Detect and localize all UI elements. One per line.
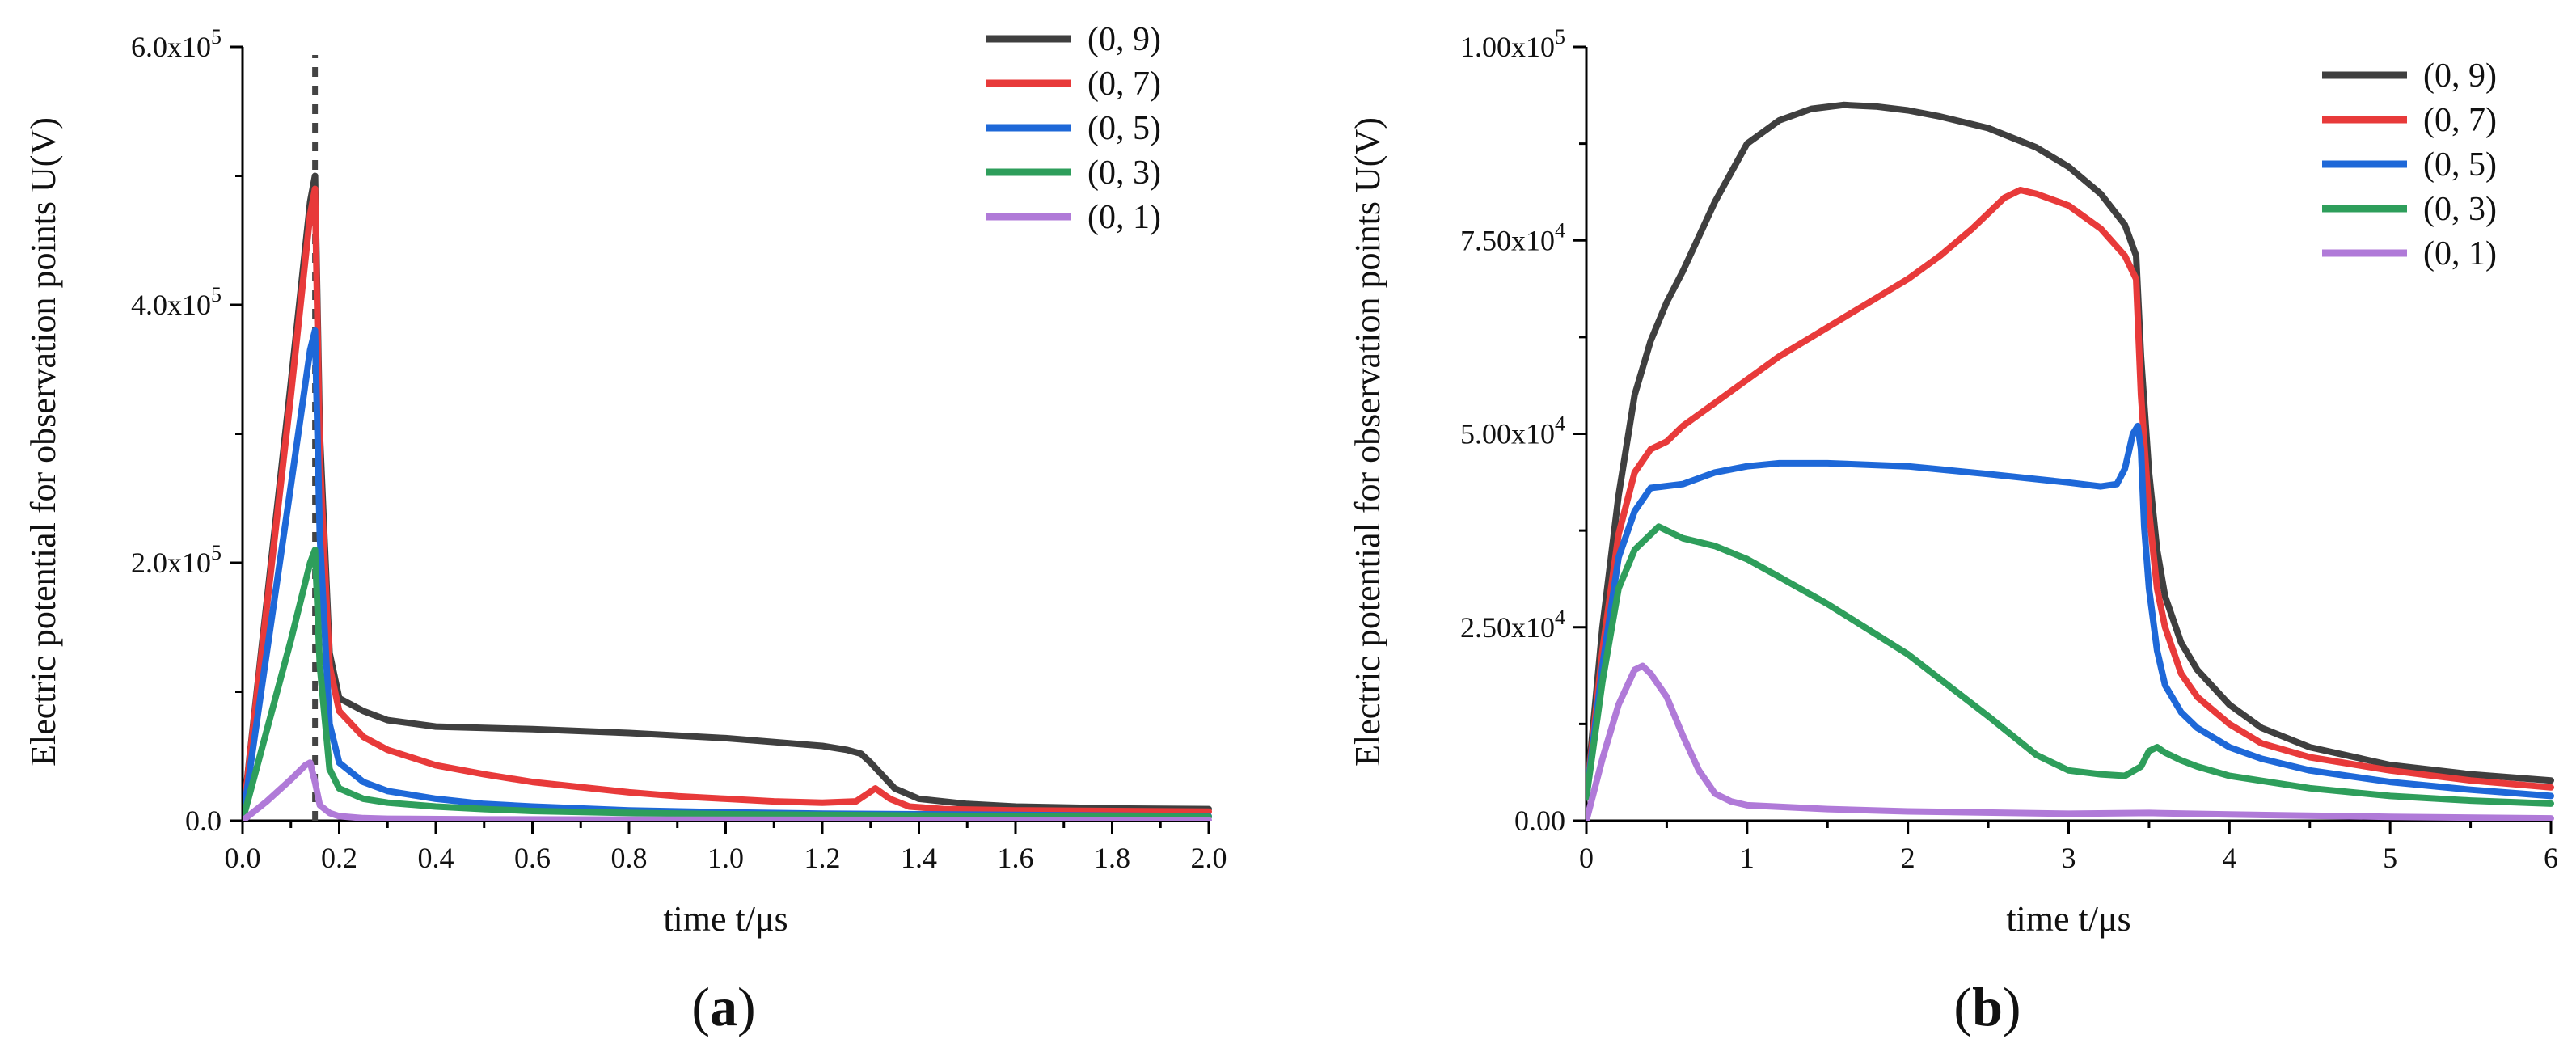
legend-label: (0, 3) — [1087, 154, 1161, 192]
x-tick-label: 6 — [2544, 842, 2558, 874]
panel-label: (a) — [691, 976, 755, 1037]
x-tick-label: 1 — [1740, 842, 1755, 874]
y-tick-label: 5.00x104 — [1460, 412, 1565, 450]
series-line — [243, 185, 1212, 821]
series-line — [243, 547, 1212, 821]
series-line — [1586, 422, 2554, 801]
x-tick-label: 0.0 — [225, 842, 261, 874]
x-tick-label: 0.2 — [321, 842, 357, 874]
panel-label: (b) — [1953, 976, 2021, 1037]
legend-label: (0, 3) — [2423, 191, 2497, 228]
series-group — [243, 172, 1212, 821]
chart-panel-a: 0.0 0.2 0.4 0.6 0.8 1.0 1.2 1.4 1.6 1.8 2.0 0.0 2.0x… — [23, 21, 1227, 1037]
y-tick-label: 6.0x105 — [131, 25, 222, 63]
y-tick-label: 7.50x104 — [1460, 218, 1565, 256]
x-tick-label: 0.4 — [418, 842, 454, 874]
x-tick-label: 5 — [2383, 842, 2397, 874]
x-tick-label: 2 — [1901, 842, 1915, 874]
series-line — [1586, 187, 2554, 801]
x-tick-label: 2.0 — [1191, 842, 1227, 874]
series-line — [243, 759, 1212, 821]
series-line — [1586, 523, 2554, 807]
x-axis-title: time t/μs — [663, 899, 788, 939]
y-tick-label: 0.0 — [185, 805, 222, 837]
y-tick-label: 0.00 — [1514, 805, 1565, 837]
legend-label: (0, 9) — [1087, 21, 1161, 58]
x-tick-label: 0 — [1579, 842, 1594, 874]
y-axis-title: Electric potential for observation point… — [23, 117, 63, 767]
legend: (0, 9) (0, 7) (0, 5) (0, 3) (0, 1) — [986, 21, 1161, 236]
x-tick-label: 1.6 — [998, 842, 1034, 874]
legend: (0, 9) (0, 7) (0, 5) (0, 3) (0, 1) — [2322, 57, 2497, 272]
y-tick-label: 2.0x105 — [131, 541, 222, 579]
x-tick-label: 1.0 — [707, 842, 744, 874]
x-tick-label: 0.8 — [611, 842, 648, 874]
x-tick-label: 3 — [2062, 842, 2076, 874]
legend-label: (0, 5) — [1087, 110, 1161, 147]
y-axis-title: Electric potential for observation point… — [1348, 117, 1387, 767]
legend-label: (0, 7) — [1087, 65, 1161, 103]
x-tick-label: 1.4 — [901, 842, 937, 874]
series-group — [1586, 101, 2554, 821]
x-tick-label: 0.6 — [514, 842, 551, 874]
series-line — [1586, 101, 2554, 801]
y-tick-label: 4.0x105 — [131, 283, 222, 321]
x-tick-label: 1.8 — [1094, 842, 1130, 874]
chart-panel-b: 0 1 2 3 4 5 6 0.00 2.50x104 5.00x104 7.50x104 1.00x… — [1348, 25, 2558, 1037]
y-tick-label: 1.00x105 — [1460, 25, 1565, 63]
series-line — [243, 172, 1212, 821]
x-tick-label: 1.2 — [804, 842, 841, 874]
legend-label: (0, 7) — [2423, 102, 2497, 139]
legend-label: (0, 5) — [2423, 146, 2497, 184]
y-tick-label: 2.50x104 — [1460, 606, 1565, 644]
legend-label: (0, 1) — [1087, 199, 1161, 236]
legend-label: (0, 9) — [2423, 57, 2497, 95]
series-line — [1586, 662, 2554, 821]
x-tick-label: 4 — [2222, 842, 2236, 874]
x-axis-title: time t/μs — [2006, 899, 2130, 939]
legend-label: (0, 1) — [2423, 235, 2497, 272]
